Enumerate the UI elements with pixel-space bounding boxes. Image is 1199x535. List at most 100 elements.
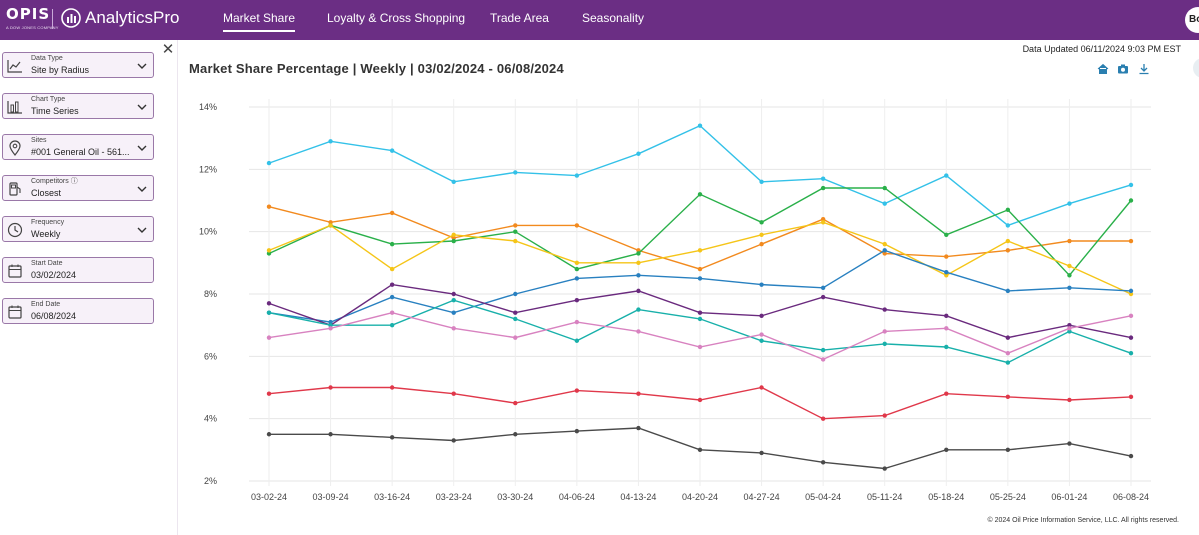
filter-frequency[interactable]: Frequency Weekly <box>2 216 154 242</box>
filter-end-date[interactable]: End Date 06/08/2024 <box>2 298 154 324</box>
series-point-7 <box>759 338 764 343</box>
series-point-9 <box>636 391 641 396</box>
close-sidebar-icon[interactable]: ✕ <box>161 41 175 58</box>
series-point-10 <box>328 432 333 437</box>
series-point-3 <box>1128 198 1134 203</box>
series-point-6 <box>636 288 641 294</box>
home-icon[interactable] <box>1097 63 1109 75</box>
series-point-4 <box>513 238 518 244</box>
x-tick-label: 03-23-24 <box>436 492 472 502</box>
series-point-10 <box>451 438 456 443</box>
series-point-3 <box>944 232 949 237</box>
series-point-4 <box>389 266 395 272</box>
filter-competitors[interactable]: Competitors ⓘ Closest <box>2 175 154 201</box>
series-point-6 <box>513 310 518 315</box>
filter-label-text: Competitors <box>31 178 69 185</box>
tab-market-share[interactable]: Market Share <box>223 11 296 32</box>
series-point-8 <box>1005 351 1011 356</box>
series-point-7 <box>697 316 703 322</box>
gas-pump-icon <box>9 182 21 196</box>
series-point-8 <box>1067 326 1072 331</box>
tab-trade-area[interactable]: Trade Area <box>490 11 549 25</box>
series-point-8 <box>328 326 333 331</box>
line-chart-icon <box>7 60 22 73</box>
download-icon[interactable] <box>1138 63 1150 75</box>
series-point-8 <box>266 335 272 340</box>
top-nav-bar: OPIS A DOW JONES COMPANY AnalyticsPro Ma… <box>0 0 1199 40</box>
series-point-9 <box>882 413 887 418</box>
series-point-1 <box>759 179 764 184</box>
series-point-1 <box>451 179 456 184</box>
series-point-2 <box>513 223 518 228</box>
filter-value: Weekly <box>31 229 61 239</box>
y-tick-label: 12% <box>199 164 217 174</box>
series-point-8 <box>451 326 456 331</box>
series-point-4 <box>266 248 272 253</box>
info-icon[interactable]: ⓘ <box>70 178 78 185</box>
series-point-8 <box>513 335 518 340</box>
x-tick-label: 03-09-24 <box>313 492 349 502</box>
series-point-10 <box>1128 453 1134 459</box>
series-point-4 <box>1128 291 1134 297</box>
y-tick-label: 2% <box>204 476 217 486</box>
series-point-10 <box>636 425 641 431</box>
user-avatar[interactable]: Bo <box>1185 7 1199 33</box>
series-point-1 <box>266 160 272 166</box>
series-point-10 <box>1067 441 1072 446</box>
filter-value: 06/08/2024 <box>31 311 77 321</box>
series-point-6 <box>451 291 456 297</box>
chevron-down-icon <box>137 63 147 69</box>
series-point-9 <box>697 397 703 403</box>
filter-data-type[interactable]: Data Type Site by Radius <box>2 52 154 78</box>
series-point-6 <box>820 294 826 300</box>
brand-divider <box>52 9 53 29</box>
series-point-8 <box>636 329 641 334</box>
series-point-8 <box>1128 313 1134 319</box>
chevron-down-icon <box>137 104 147 110</box>
series-point-6 <box>882 307 887 312</box>
series-point-7 <box>1128 351 1134 356</box>
series-point-4 <box>820 220 826 225</box>
series-point-1 <box>1005 223 1011 228</box>
series-point-4 <box>1067 263 1072 269</box>
series-point-4 <box>1005 238 1011 244</box>
series-point-9 <box>944 391 949 396</box>
market-share-line-chart: 2% 4% 6% 8% 10% 12% 14% 03-02-24 03-09-24 03-16-2… <box>199 99 1151 502</box>
tab-loyalty-cross-shopping[interactable]: Loyalty & Cross Shopping <box>327 11 466 25</box>
y-tick-label: 10% <box>199 227 217 237</box>
series-point-6 <box>944 313 949 319</box>
series-point-5 <box>1005 288 1011 294</box>
series-point-2 <box>944 254 949 259</box>
series-point-8 <box>820 357 826 362</box>
series-point-3 <box>820 185 826 191</box>
x-tick-label: 05-11-24 <box>867 492 902 502</box>
filter-start-date[interactable]: Start Date 03/02/2024 <box>2 257 154 283</box>
series-point-8 <box>574 319 580 325</box>
filter-sites[interactable]: Sites #001 General Oil - 561... <box>2 134 154 160</box>
series-point-8 <box>759 332 764 337</box>
calendar-icon <box>8 305 22 319</box>
series-point-1 <box>1128 182 1134 188</box>
series-point-6 <box>1005 335 1011 340</box>
series-point-9 <box>1067 397 1072 403</box>
bar-chart-icon <box>7 101 22 114</box>
tab-seasonality[interactable]: Seasonality <box>582 11 645 25</box>
camera-icon[interactable] <box>1117 63 1129 75</box>
series-point-3 <box>1067 273 1072 278</box>
filter-chart-type[interactable]: Chart Type Time Series <box>2 93 154 119</box>
series-point-1 <box>574 173 580 178</box>
filter-label: Sites <box>31 137 47 144</box>
series-point-3 <box>636 251 641 256</box>
series-point-7 <box>513 316 518 322</box>
series-point-6 <box>266 301 272 306</box>
series-point-6 <box>759 313 764 319</box>
series-point-8 <box>882 329 887 334</box>
filter-value: Time Series <box>31 106 79 116</box>
series-point-4 <box>574 260 580 266</box>
opis-logo[interactable]: OPIS <box>6 5 51 23</box>
side-panel-toggle[interactable] <box>1193 58 1199 78</box>
x-tick-label: 04-06-24 <box>559 492 595 502</box>
series-point-3 <box>882 185 887 191</box>
y-tick-label: 4% <box>204 414 217 424</box>
series-point-5 <box>1067 285 1072 290</box>
